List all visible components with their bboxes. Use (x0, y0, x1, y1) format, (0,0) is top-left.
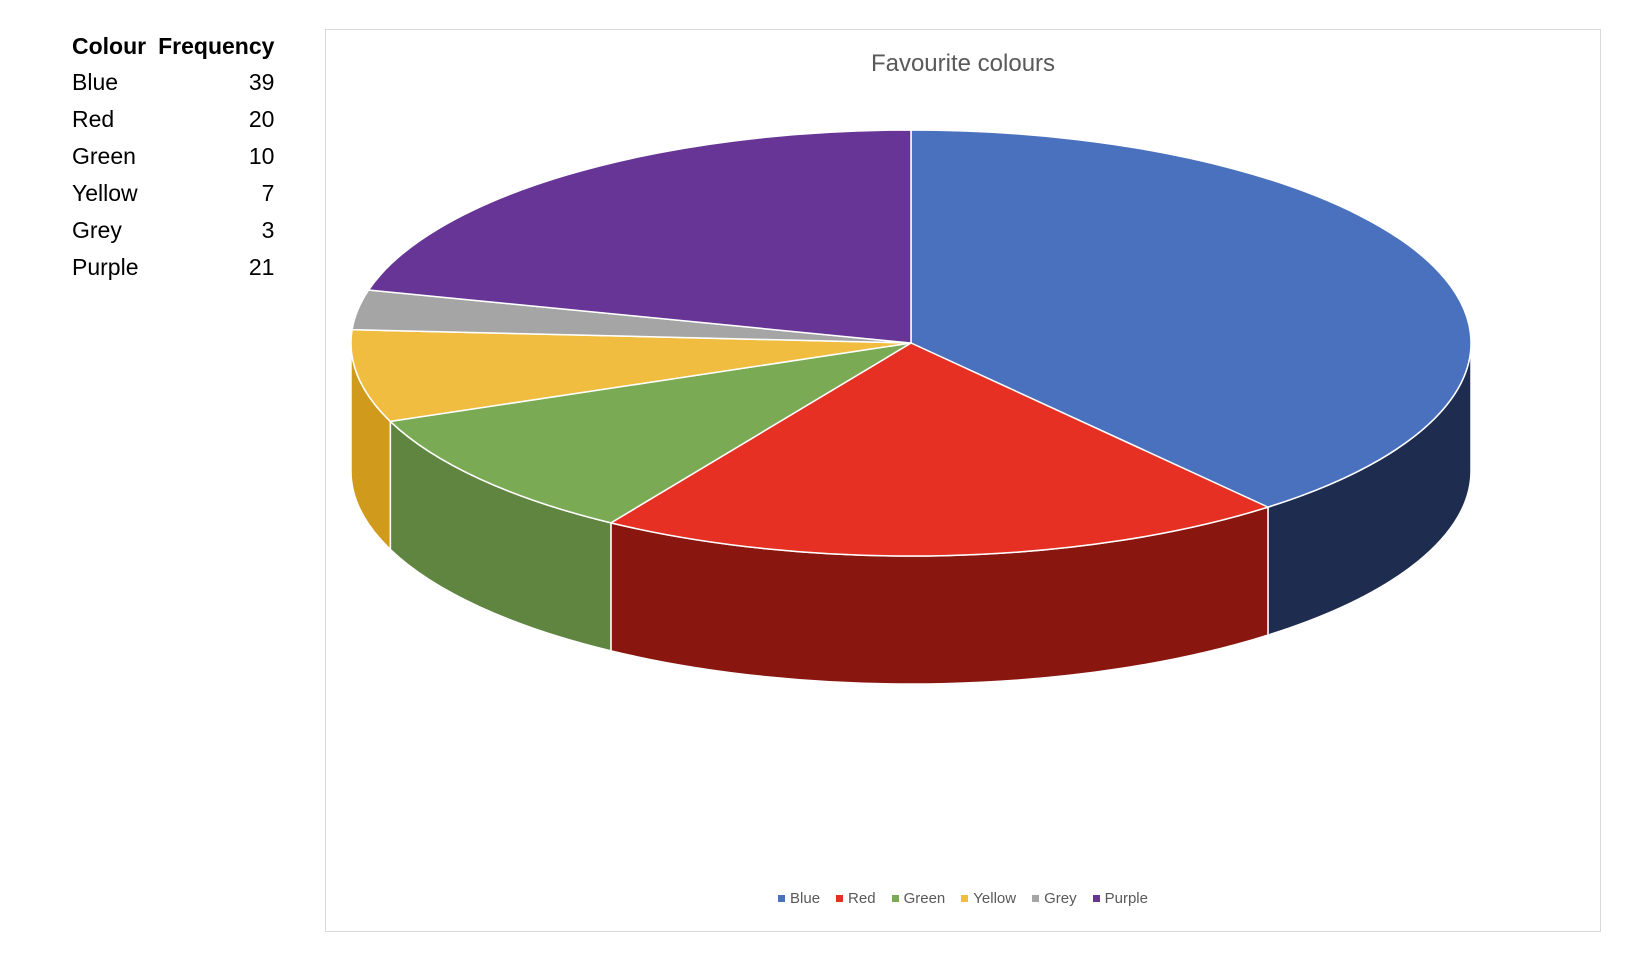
pie-slice-blue (910, 129, 1472, 508)
pie-slice-purple (367, 129, 912, 344)
legend-label: Yellow (973, 890, 1017, 907)
frequency-cell: 21 (248, 254, 275, 280)
colour-cell: Blue (72, 69, 119, 95)
legend-item-red: Red (836, 890, 876, 907)
colour-cell: Grey (72, 217, 122, 243)
colour-cell: Yellow (72, 180, 138, 206)
frequency-cell: 7 (261, 180, 275, 206)
frequency-cell: 10 (248, 143, 275, 169)
legend-label: Red (848, 890, 876, 907)
table-row: Grey 3 (72, 212, 274, 249)
legend-item-blue: Blue (778, 890, 820, 907)
frequency-cell: 39 (248, 69, 275, 95)
pie-top-faces (350, 129, 1472, 557)
pie-slice-yellow (350, 328, 912, 423)
legend-swatch (836, 895, 844, 902)
chart-legend: Blue Red Green Yellow Grey Purple (326, 890, 1600, 907)
pie-side-walls (350, 342, 1472, 685)
colour-cell: Purple (72, 254, 139, 280)
colour-column-header: Colour (72, 33, 147, 59)
pie-slice-green (389, 342, 912, 524)
legend-item-yellow: Yellow (961, 890, 1016, 907)
frequency-table: Colour Frequency Blue 39 Red 20 Green 10… (72, 28, 274, 286)
table-row: Yellow 7 (72, 175, 274, 212)
table-header-row: Colour Frequency (72, 28, 274, 64)
pie-slice-red (610, 342, 1269, 557)
colour-cell: Green (72, 143, 136, 169)
legend-item-green: Green (891, 890, 946, 907)
legend-label: Purple (1104, 890, 1148, 907)
legend-label: Grey (1044, 890, 1077, 907)
legend-swatch (1092, 895, 1100, 902)
legend-item-grey: Grey (1032, 890, 1077, 907)
pie-chart (350, 129, 1472, 685)
legend-label: Blue (790, 890, 821, 907)
frequency-cell: 3 (261, 217, 275, 243)
legend-label: Green (903, 890, 946, 907)
chart-area: Favourite colours Blue Red Green Yellow Grey… (325, 29, 1601, 932)
table-row: Green 10 (72, 138, 274, 175)
frequency-cell: 20 (248, 106, 275, 132)
table-row: Red 20 (72, 101, 274, 138)
legend-item-purple: Purple (1092, 890, 1148, 907)
chart-title: Favourite colours (870, 50, 1056, 77)
legend-swatch (961, 895, 969, 902)
table-row: Purple 21 (72, 249, 274, 286)
legend-swatch (891, 895, 899, 902)
table-row: Blue 39 (72, 64, 274, 101)
frequency-column-header: Frequency (158, 33, 275, 59)
colour-cell: Red (72, 106, 115, 132)
legend-swatch (1032, 895, 1040, 902)
legend-swatch (778, 895, 786, 902)
